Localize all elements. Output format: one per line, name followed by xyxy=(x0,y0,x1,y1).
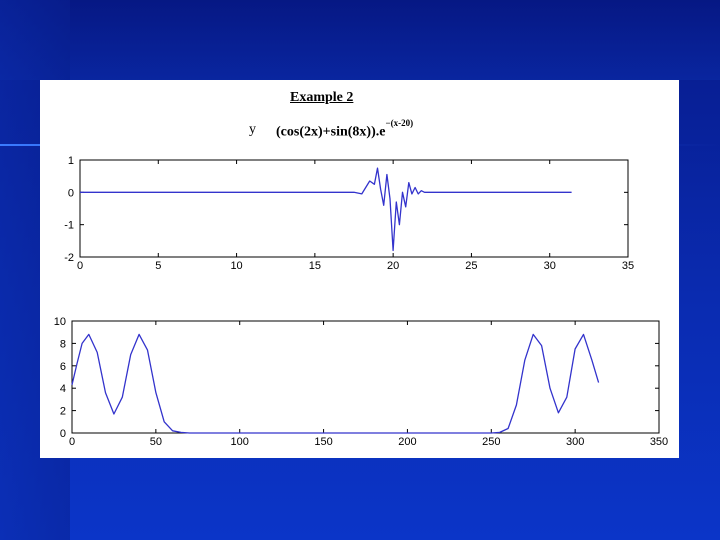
x-tick-label: 250 xyxy=(482,436,500,448)
plot-1-series-line xyxy=(80,167,572,252)
slide-panel: Example 2 y (cos(2x)+sin(8x)).e−(x-20) 0… xyxy=(40,80,679,458)
slide-title: Example 2 xyxy=(290,90,354,105)
plot-1-frame xyxy=(79,159,629,258)
y-tick-label: 0 xyxy=(68,187,74,199)
formula-rhs: (cos(2x)+sin(8x)).e xyxy=(276,124,386,140)
y-tick-label: 0 xyxy=(60,428,66,440)
x-tick-label: 300 xyxy=(566,436,584,448)
x-tick-label: 350 xyxy=(650,436,668,448)
x-tick-label: 100 xyxy=(231,436,249,448)
x-tick-label: 5 xyxy=(155,260,161,272)
y-tick-label: 10 xyxy=(54,316,66,328)
plot-2-series-line xyxy=(71,333,600,434)
y-tick-label: 2 xyxy=(60,406,66,418)
y-tick-label: 6 xyxy=(60,361,66,373)
x-tick-label: 0 xyxy=(77,260,83,272)
formula-exponent: −(x-20) xyxy=(385,118,414,128)
y-tick-label: -2 xyxy=(64,252,74,264)
x-tick-label: 150 xyxy=(314,436,332,448)
x-tick-label: 10 xyxy=(230,260,242,272)
y-tick-label: 1 xyxy=(68,155,74,167)
plot-2-frame xyxy=(71,320,660,434)
formula-lhs: y xyxy=(249,122,256,137)
y-tick-label: 8 xyxy=(60,338,66,350)
background-top-band xyxy=(0,0,720,80)
x-tick-label: 200 xyxy=(398,436,416,448)
x-tick-label: 35 xyxy=(622,260,634,272)
x-tick-label: 50 xyxy=(150,436,162,448)
x-tick-label: 15 xyxy=(309,260,321,272)
formula: (cos(2x)+sin(8x)).e−(x-20) xyxy=(276,118,413,141)
x-tick-label: 20 xyxy=(387,260,399,272)
y-tick-label: 4 xyxy=(60,383,66,395)
x-tick-label: 25 xyxy=(465,260,477,272)
y-tick-label: -1 xyxy=(64,220,74,232)
x-tick-label: 30 xyxy=(544,260,556,272)
x-tick-label: 0 xyxy=(69,436,75,448)
